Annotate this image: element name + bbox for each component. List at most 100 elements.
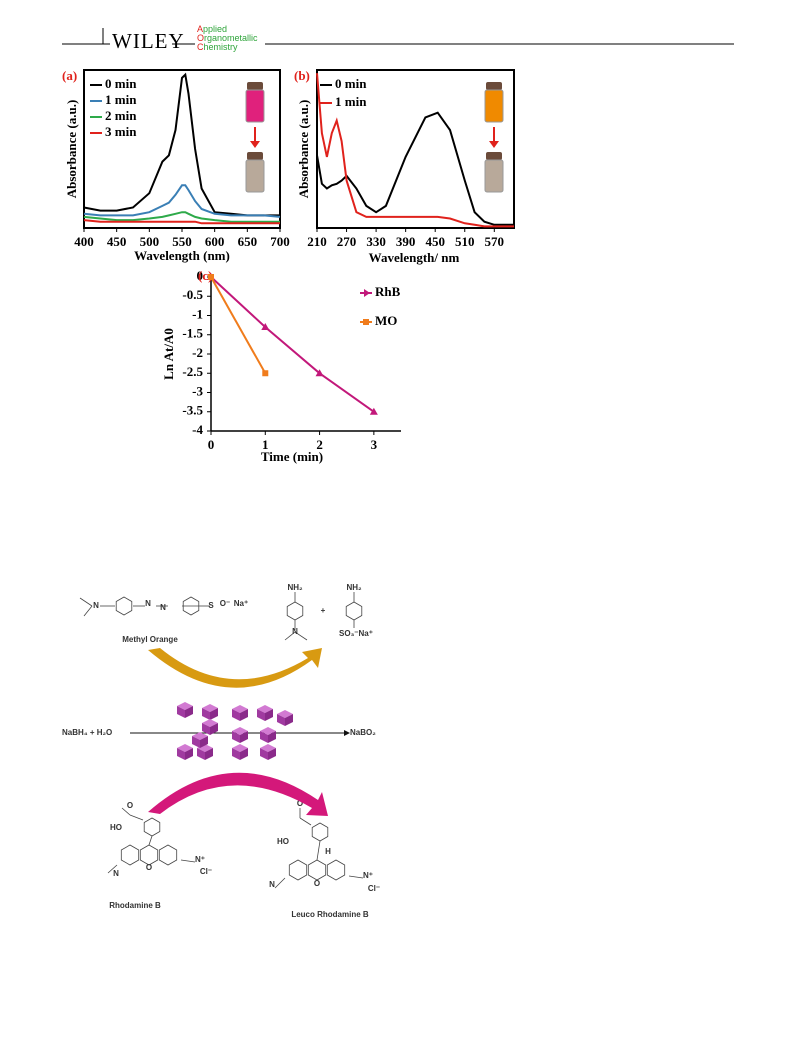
- bond: [180, 859, 196, 863]
- legend-label: 0 min: [335, 76, 367, 91]
- journal-word: Organometallic: [197, 33, 258, 43]
- cube-right: [210, 723, 218, 735]
- reactants: NaBH₄ + H₂O: [62, 728, 112, 737]
- atom-label: SO₃⁻Na⁺: [339, 629, 373, 638]
- y-tick-label: 0: [197, 268, 204, 283]
- atom-label: H: [325, 847, 331, 856]
- legend-label: 1 min: [335, 94, 367, 109]
- vial-cap: [486, 152, 502, 160]
- legend-marker: [363, 319, 369, 325]
- x-tick-label: 330: [366, 234, 386, 249]
- cube-left: [202, 723, 210, 735]
- bond: [274, 877, 286, 889]
- cube-right: [268, 748, 276, 760]
- cube-right: [265, 709, 273, 721]
- vial-body: [245, 89, 265, 123]
- atom-label: N: [113, 869, 119, 878]
- vial-cap: [247, 152, 263, 160]
- atom-label: O: [314, 879, 320, 888]
- cube-left: [277, 714, 285, 726]
- point: [262, 370, 269, 377]
- panel-label: (a): [62, 68, 77, 83]
- series-line: [83, 184, 281, 218]
- journal: Applied Organometallic Chemistry: [197, 25, 258, 52]
- cube-left: [232, 731, 240, 743]
- x-tick-label: 210: [307, 234, 327, 249]
- bond: [129, 814, 144, 821]
- atom-label: Na⁺: [234, 599, 248, 608]
- product: NaBO₂: [350, 728, 376, 737]
- cube-right: [185, 706, 193, 718]
- cube-right: [240, 748, 248, 760]
- x-tick-label: 450: [107, 234, 127, 249]
- bond: [83, 605, 93, 617]
- y-tick-label: -1: [192, 306, 203, 321]
- y-tick-label: -0.5: [182, 287, 203, 302]
- series-line: [316, 73, 514, 228]
- y-tick-label: -2.5: [182, 364, 203, 379]
- legend-label: RhB: [375, 284, 401, 299]
- cube-right: [268, 731, 276, 743]
- y-tick-label: -3.5: [182, 403, 203, 418]
- compound-name: Methyl Orange: [122, 635, 178, 644]
- vial-body: [484, 159, 504, 193]
- ring: [345, 601, 363, 621]
- arrow-head: [250, 141, 260, 148]
- legend-label: 3 min: [105, 124, 137, 139]
- ring: [326, 859, 346, 881]
- atom-label: NH₂: [346, 583, 362, 592]
- x-tick-label: 270: [337, 234, 357, 249]
- cube-left: [197, 748, 205, 760]
- x-tick-label: 570: [485, 234, 505, 249]
- atom-label: NH₂: [287, 583, 303, 592]
- y-tick-label: -4: [192, 422, 203, 437]
- ring: [139, 844, 159, 866]
- cube-left: [202, 708, 210, 720]
- cube-left: [177, 706, 185, 718]
- legend-marker: [364, 289, 370, 297]
- legend-label: MO: [375, 313, 397, 328]
- ring: [182, 596, 200, 616]
- atom-label: O: [146, 863, 152, 872]
- x-tick-label: 450: [425, 234, 445, 249]
- ring: [307, 859, 327, 881]
- x-tick-label: 500: [140, 234, 160, 249]
- plot-frame: [316, 69, 515, 229]
- ring: [286, 601, 304, 621]
- compound-name: Rhodamine B: [109, 901, 161, 910]
- cube-left: [232, 748, 240, 760]
- cube-right: [200, 736, 208, 748]
- ring: [288, 859, 308, 881]
- series-line: [210, 276, 375, 413]
- panel-label: (b): [294, 68, 310, 83]
- bond: [316, 840, 321, 861]
- atom-label: N: [93, 601, 99, 610]
- atom-label: N: [292, 627, 298, 636]
- bond: [121, 807, 131, 816]
- vial-body: [245, 159, 265, 193]
- bond: [79, 597, 93, 607]
- atom-label: +: [321, 606, 326, 615]
- atom-label: O: [297, 799, 303, 808]
- legend-label: 0 min: [105, 76, 137, 91]
- series-line: [83, 211, 280, 223]
- series-line: [316, 111, 514, 226]
- atom-label: N: [160, 603, 166, 612]
- series-line: [83, 72, 280, 217]
- atom-label: O: [127, 801, 133, 810]
- bond: [294, 631, 308, 641]
- x-tick-label: 1: [262, 437, 269, 452]
- curved-arrow: [148, 772, 328, 816]
- journal-word: Chemistry: [197, 42, 238, 52]
- atom-label: O⁻: [220, 599, 230, 608]
- vial-cap: [247, 82, 263, 90]
- cube-right: [185, 748, 193, 760]
- cube-right: [285, 714, 293, 726]
- ring: [311, 822, 329, 842]
- y-axis-label: Absorbance (a.u.): [64, 100, 79, 199]
- x-axis-label: Wavelength (nm): [134, 248, 230, 263]
- legend-label: 2 min: [105, 108, 137, 123]
- bond: [107, 864, 118, 874]
- cube-right: [210, 708, 218, 720]
- atom-label: N⁺: [195, 855, 205, 864]
